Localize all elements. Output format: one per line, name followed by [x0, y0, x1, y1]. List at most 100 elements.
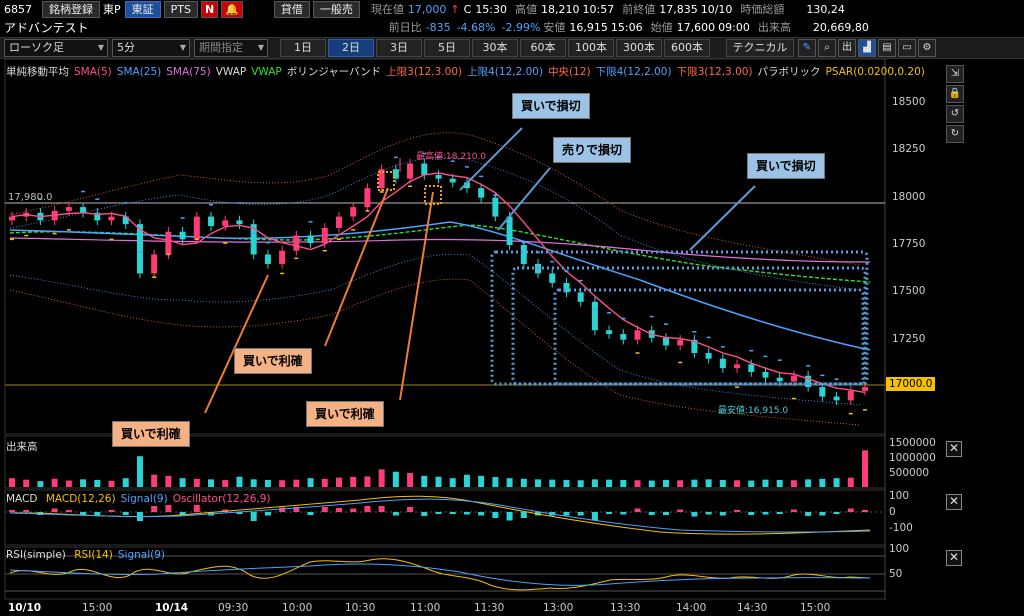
candle-body	[677, 339, 684, 346]
chart-style-icon[interactable]: ▟	[858, 39, 876, 57]
legend-item[interactable]: VWAP	[251, 66, 282, 78]
technical-button[interactable]: テクニカル	[726, 39, 794, 57]
macd-bar	[193, 505, 200, 512]
psar-dot	[152, 276, 157, 278]
legend-item[interactable]: PSAR(0.0200,0.20)	[825, 66, 925, 78]
legend-item[interactable]: Oscillator(12,26,9)	[172, 493, 271, 505]
callout-buy-stop-2: 買いで損切	[747, 153, 825, 179]
draw-pencil-icon[interactable]: ✎	[798, 39, 816, 57]
memo-icon[interactable]: ▤	[878, 39, 896, 57]
volume-bar	[577, 480, 584, 487]
general-sell-button[interactable]: 一般売	[312, 0, 360, 18]
legend-item[interactable]: Signal(9)	[117, 549, 166, 561]
candle-body	[250, 224, 257, 255]
candle-body	[862, 387, 868, 391]
period-select[interactable]: 期間指定	[194, 39, 268, 57]
legend-item[interactable]: SMA(75)	[166, 66, 211, 78]
legend-item[interactable]: 下限4(12,2.00)	[595, 66, 672, 78]
stock-code: 6857	[4, 2, 32, 16]
legend-item[interactable]: 上限4(12,2.00)	[467, 66, 544, 78]
volume-bar	[321, 478, 328, 487]
volume-close-button[interactable]: ✕	[946, 441, 962, 457]
macd-bar	[179, 512, 186, 515]
period-button[interactable]: 600本	[664, 39, 710, 57]
legend-item[interactable]: ボリンジャーバンド	[286, 66, 382, 78]
time-axis-label: 11:00	[410, 602, 441, 614]
candle-body	[392, 169, 399, 179]
period-button[interactable]: 30本	[472, 39, 518, 57]
credit-button[interactable]: 貸借	[273, 0, 310, 18]
macd-bar	[862, 510, 868, 512]
chart-type-select[interactable]: ローソク足	[4, 39, 108, 57]
macd-bar	[122, 512, 129, 515]
period-button[interactable]: 5日	[424, 39, 470, 57]
psar-dot	[137, 251, 142, 253]
psar-dot	[692, 331, 697, 333]
macd-bar	[94, 512, 101, 515]
macd-close-button[interactable]: ✕	[946, 494, 962, 510]
undo-icon[interactable]: ↺	[946, 105, 964, 123]
legend-item[interactable]: RSI(14)	[74, 549, 113, 561]
period-button[interactable]: 2日	[328, 39, 374, 57]
legend-item[interactable]: 上限3(12,3.00)	[386, 66, 463, 78]
legend-item[interactable]: 中央(12)	[548, 66, 591, 78]
refresh-icon[interactable]: ↻	[946, 125, 964, 143]
volume-bar	[662, 479, 669, 487]
interval-select[interactable]: 5分	[112, 39, 190, 57]
candle-body	[335, 216, 342, 228]
scale-icon[interactable]: ⇲	[946, 65, 964, 83]
volume-bar	[222, 479, 229, 487]
up-arrow-icon: ↑	[450, 2, 460, 16]
market-tab-pts[interactable]: PTS	[163, 0, 198, 18]
legend-item[interactable]: VWAP	[215, 66, 247, 78]
candle-body	[847, 390, 854, 401]
rsi-close-button[interactable]: ✕	[946, 550, 962, 566]
change-pct: -4.68%	[456, 20, 496, 34]
legend-item[interactable]: SMA(5)	[74, 66, 112, 78]
lock-icon[interactable]: 🔒	[946, 85, 964, 103]
candle-body	[492, 197, 499, 217]
register-button[interactable]: 銘柄登録	[42, 0, 100, 18]
low-time: 15:06	[610, 20, 643, 34]
psar-dot	[24, 234, 29, 237]
period-button[interactable]: 300本	[616, 39, 662, 57]
settings-icon[interactable]: ⚙	[918, 39, 936, 57]
period-button[interactable]: 3日	[376, 39, 422, 57]
psar-dot	[109, 238, 114, 241]
time-axis-label: 15:00	[82, 602, 113, 614]
psar-dot	[180, 217, 185, 219]
news-icon[interactable]: N	[200, 0, 219, 18]
price-axis-label: 17750	[892, 238, 926, 250]
volume-bar	[65, 480, 72, 487]
rsi-title: RSI(simple)	[6, 549, 66, 561]
psar-dot	[66, 229, 71, 231]
time-axis-label: 09:30	[218, 602, 249, 614]
macd-signal-line	[9, 498, 871, 533]
period-button[interactable]: 1日	[280, 39, 326, 57]
psar-dot	[237, 202, 242, 204]
candle-body	[620, 334, 627, 340]
time-axis-label: 10/10	[8, 602, 42, 614]
legend-item[interactable]: パラボリック	[757, 66, 821, 78]
psar-dot	[735, 386, 740, 388]
legend-item[interactable]: SMA(25)	[116, 66, 162, 78]
high-label: 高値	[515, 3, 538, 16]
psar-dot	[166, 253, 171, 256]
open-label: 始値	[650, 21, 673, 34]
psar-dot	[663, 323, 668, 325]
export-icon[interactable]: 出	[838, 39, 856, 57]
psar-dot	[479, 175, 484, 178]
alert-bell-icon[interactable]: 🔔	[221, 0, 243, 18]
market-tab-tse[interactable]: 東証	[124, 0, 161, 18]
folder-icon[interactable]: ▭	[898, 39, 916, 57]
legend-item[interactable]: MACD(12,26)	[45, 493, 116, 505]
legend-item[interactable]: 下限3(12,3.00)	[676, 66, 753, 78]
legend-item[interactable]: 単純移動平均	[6, 66, 69, 78]
period-button[interactable]: 100本	[568, 39, 614, 57]
candle-body	[80, 207, 87, 213]
candle-body	[748, 364, 755, 372]
period-button[interactable]: 60本	[520, 39, 566, 57]
zoom-icon[interactable]: ⌕	[818, 39, 836, 57]
legend-item[interactable]: Signal(9)	[120, 493, 168, 505]
